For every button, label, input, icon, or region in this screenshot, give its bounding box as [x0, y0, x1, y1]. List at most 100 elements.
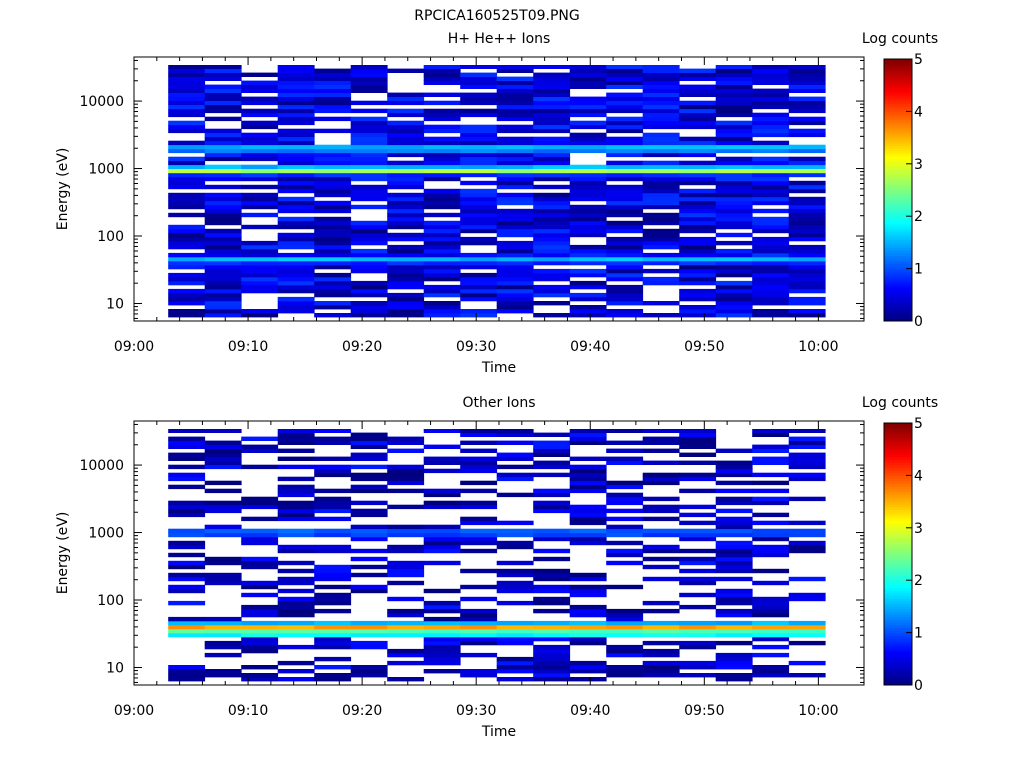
- heatmap-cell: [788, 313, 826, 318]
- heatmap-cell: [679, 476, 717, 482]
- heatmap-cell: [168, 444, 206, 449]
- heatmap-cell: [277, 72, 315, 77]
- heatmap-cell: [387, 624, 425, 630]
- heatmap-cell: [387, 252, 425, 258]
- heatmap-cell: [168, 124, 206, 130]
- colorbar-segment: [884, 179, 912, 183]
- heatmap-cell: [423, 504, 461, 510]
- heatmap-cell: [788, 632, 826, 638]
- heatmap-cell: [314, 232, 352, 238]
- colorbar-segment: [884, 588, 912, 592]
- heatmap-cell: [679, 620, 717, 626]
- heatmap-cell: [314, 677, 352, 682]
- heatmap-cell: [496, 440, 534, 445]
- colorbar-segment: [884, 488, 912, 492]
- heatmap-cell: [423, 640, 461, 646]
- heatmap-cell: [241, 640, 279, 646]
- colorbar-segment: [884, 585, 912, 589]
- heatmap-cell: [277, 84, 315, 89]
- heatmap-cell: [350, 236, 388, 242]
- heatmap-cell: [423, 492, 461, 498]
- colorbar-segment: [884, 664, 912, 668]
- colorbar-segment: [884, 564, 912, 568]
- heatmap-cell: [606, 104, 644, 110]
- heatmap-cell: [241, 72, 279, 77]
- heatmap-cell: [533, 84, 571, 89]
- heatmap-cell: [496, 429, 534, 433]
- heatmap-cell: [423, 608, 461, 614]
- heatmap-cell: [679, 580, 717, 586]
- heatmap-cell: [496, 492, 534, 498]
- heatmap-cell: [460, 240, 498, 246]
- heatmap-cell: [715, 632, 753, 638]
- heatmap-cell: [460, 624, 498, 630]
- heatmap-cell: [569, 520, 607, 526]
- heatmap-cell: [350, 456, 388, 461]
- heatmap-cell: [642, 176, 680, 182]
- heatmap-cell: [606, 208, 644, 214]
- heatmap-cell: [569, 528, 607, 534]
- heatmap-cell: [788, 544, 826, 550]
- colorbar-segment: [884, 108, 912, 112]
- heatmap-cell: [168, 160, 206, 166]
- heatmap-cell: [606, 484, 644, 490]
- heatmap-cell: [715, 313, 753, 318]
- heatmap-cell: [533, 556, 571, 562]
- heatmap-cell: [168, 156, 206, 162]
- heatmap-cell: [277, 68, 315, 73]
- heatmap-cell: [715, 268, 753, 274]
- colorbar-segment: [884, 229, 912, 233]
- colorbar-segment: [884, 224, 912, 228]
- heatmap-cell: [679, 504, 717, 510]
- heatmap-cell: [606, 516, 644, 522]
- heatmap-cell: [715, 576, 753, 582]
- heatmap-cell: [350, 669, 388, 674]
- heatmap-cell: [752, 104, 790, 110]
- heatmap-cell: [387, 140, 425, 146]
- heatmap-cell: [569, 440, 607, 445]
- heatmap-cell: [204, 65, 242, 69]
- heatmap-cell: [569, 624, 607, 630]
- heatmap-cell: [496, 252, 534, 258]
- heatmap-cell: [533, 628, 571, 634]
- heatmap-cell: [277, 128, 315, 134]
- heatmap-cell: [715, 96, 753, 101]
- heatmap-cell: [423, 429, 461, 433]
- heatmap-cell: [642, 76, 680, 81]
- heatmap-cell: [533, 276, 571, 282]
- heatmap-cell: [168, 236, 206, 242]
- heatmap-cell: [168, 552, 206, 558]
- heatmap-cell: [679, 124, 717, 130]
- heatmap-cell: [569, 224, 607, 230]
- heatmap-cell: [679, 665, 717, 670]
- heatmap-cell: [204, 240, 242, 246]
- heatmap-cell: [277, 288, 315, 294]
- heatmap-cell: [387, 648, 425, 654]
- heatmap-cell: [788, 132, 826, 138]
- heatmap-cell: [168, 200, 206, 206]
- heatmap-cell: [460, 140, 498, 146]
- heatmap-cell: [314, 288, 352, 294]
- heatmap-cell: [569, 305, 607, 310]
- colorbar-segment: [884, 464, 912, 469]
- heatmap-cell: [496, 656, 534, 662]
- heatmap-cell: [569, 532, 607, 538]
- heatmap-cell: [569, 660, 607, 666]
- heatmap-cell: [533, 596, 571, 602]
- heatmap-cell: [277, 464, 315, 470]
- heatmap-cell: [277, 620, 315, 626]
- heatmap-cell: [204, 488, 242, 494]
- heatmap-cell: [642, 640, 680, 646]
- heatmap-cell: [387, 128, 425, 134]
- colorbar-segment: [884, 252, 912, 256]
- heatmap-cell: [168, 620, 206, 626]
- heatmap-cell: [241, 673, 279, 678]
- heatmap-cell: [569, 96, 607, 101]
- heatmap-cell: [387, 301, 425, 306]
- heatmap-cell: [460, 204, 498, 210]
- heatmap-cell: [496, 632, 534, 638]
- heatmap-cell: [314, 624, 352, 630]
- heatmap-cell: [350, 432, 388, 437]
- heatmap-cell: [715, 520, 753, 526]
